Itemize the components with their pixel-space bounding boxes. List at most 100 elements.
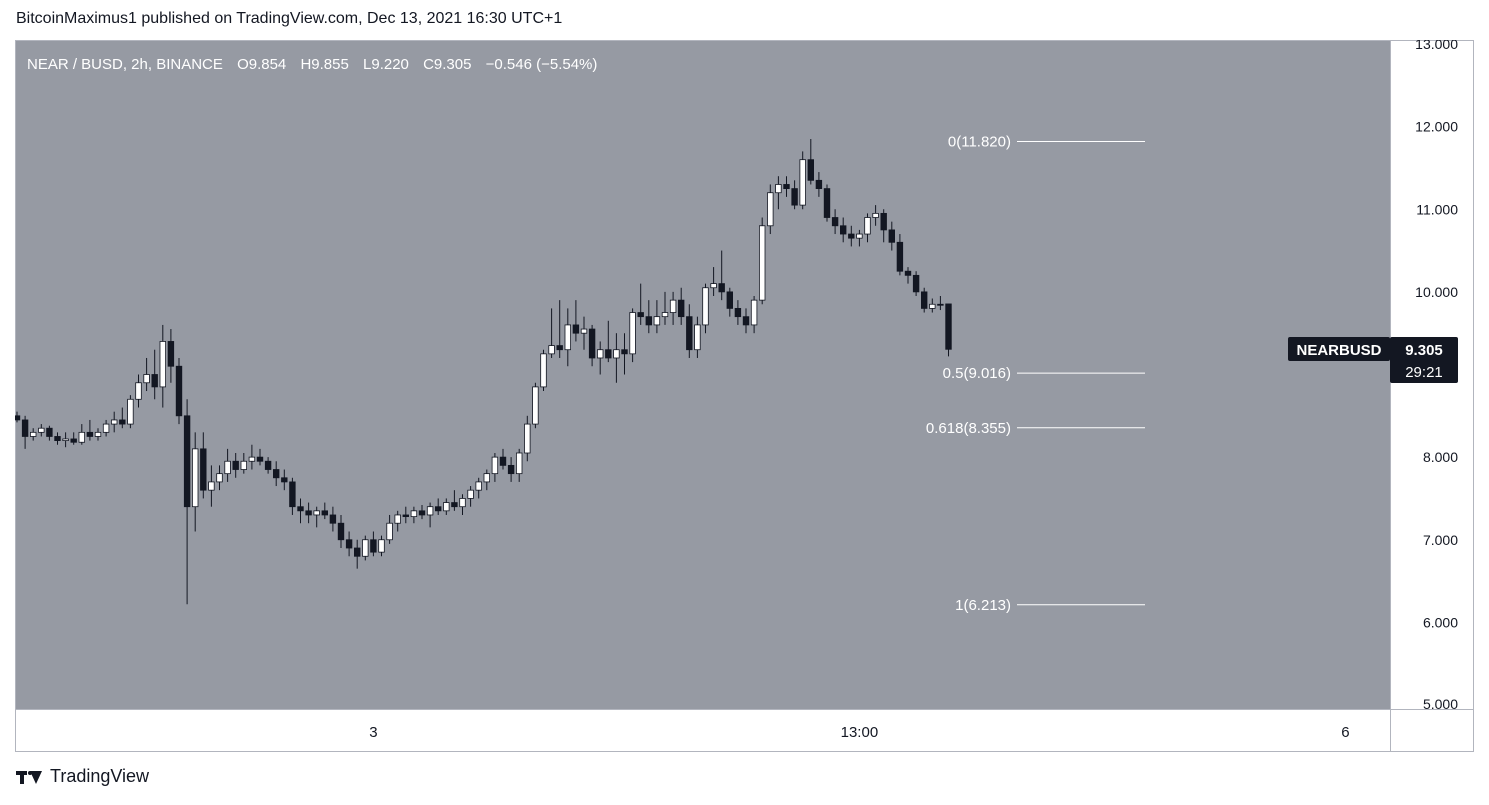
candle [183,399,191,605]
candle [200,432,207,499]
candle [345,531,353,557]
candle [402,506,409,524]
candle-body [281,477,288,483]
candle [896,234,904,276]
candle [605,320,612,363]
candle-body [912,274,920,293]
candle [912,271,920,297]
candle [791,180,798,210]
last-price-value: 9.305 [1405,342,1443,359]
publisher-line: BitcoinMaximus1 published on TradingView… [16,10,563,27]
candle-body [718,283,725,293]
candle-body [272,469,280,479]
candle [467,486,474,507]
footer-brand[interactable]: TradingView [16,766,149,787]
candle-body [491,456,499,475]
candle [856,229,863,247]
candle-body [240,460,247,470]
candle-body [613,349,620,359]
candle-body [232,460,239,470]
candle-body [750,299,758,326]
candle-body [119,419,126,425]
candle [321,502,328,520]
candle-body [564,324,571,351]
candle [515,448,523,482]
candle [524,415,531,462]
candlestick-chart[interactable]: 0(11.820)0.5(9.016)0.618(8.355)1(6.213) … [15,40,1474,752]
candle [94,428,102,441]
candle [386,514,393,544]
candle [775,176,782,210]
candle [588,324,596,367]
candle [70,432,77,445]
candle [507,457,515,482]
candle [840,217,847,243]
candle-body [467,489,474,499]
candle-body [329,514,337,524]
candle [305,502,312,524]
last-price-box [1390,337,1458,383]
price-axis-tick: 6.000 [1423,614,1458,630]
candle-body [248,456,256,462]
candle [15,411,21,423]
candle [143,357,150,392]
candle [491,452,499,482]
candle-body [840,225,847,235]
candle [78,424,85,445]
candle [159,324,166,408]
candle [272,461,280,487]
candle [564,308,571,367]
candle-body [945,303,952,350]
candle-body [183,415,191,508]
currency-badge-box[interactable] [1407,51,1457,77]
candle [653,300,661,334]
candle-body [345,539,353,549]
candle-body [856,233,863,239]
candle [921,287,928,313]
candle-body [686,316,693,351]
candle [248,444,256,470]
candle [710,267,717,297]
candle-body [621,349,628,355]
candle [637,283,644,325]
candle [726,287,733,317]
candle [175,357,183,425]
candle-body [111,419,118,425]
candle-body [200,448,207,491]
candle-body [459,498,466,508]
price-axis[interactable]: 13.000 12.000 11.000 10.000 8.000 7.000 6.000 5… [1415,40,1458,712]
candle-body [86,431,94,437]
candle [572,300,580,342]
candle-body [775,184,782,194]
candle-body [532,386,539,425]
high-value: 9.855 [311,56,349,73]
low-value: 9.220 [371,56,409,73]
candle-body [937,303,944,306]
time-axis[interactable]: 313:00681013:0013151713:00 [369,724,1474,741]
candle [216,465,223,491]
candle-body [702,287,709,326]
candle-body [70,438,77,443]
candle [742,308,750,334]
candle [337,514,345,549]
candle-body [297,506,304,512]
candle-body [151,374,158,388]
candle [888,221,895,251]
price-axis-tick: 5.000 [1423,696,1458,712]
candle-body [94,431,102,437]
candle [418,505,426,520]
candle [734,300,742,325]
candle-body [167,341,175,367]
candle-body [929,303,936,309]
candle-body [426,506,434,516]
candle-body [394,514,401,524]
candle [362,535,369,561]
fib-level-label: 1(6.213) [955,597,1011,614]
candle-body [483,473,490,483]
candle-body [515,452,523,475]
candle-body [848,233,855,239]
price-axis-tick: 7.000 [1423,532,1458,548]
candle [767,184,774,235]
candle-body [475,481,482,491]
fib-levels-group: 0(11.820) 0.5(9.016) 0.618(8.355) 1(6.213) [926,133,1145,614]
